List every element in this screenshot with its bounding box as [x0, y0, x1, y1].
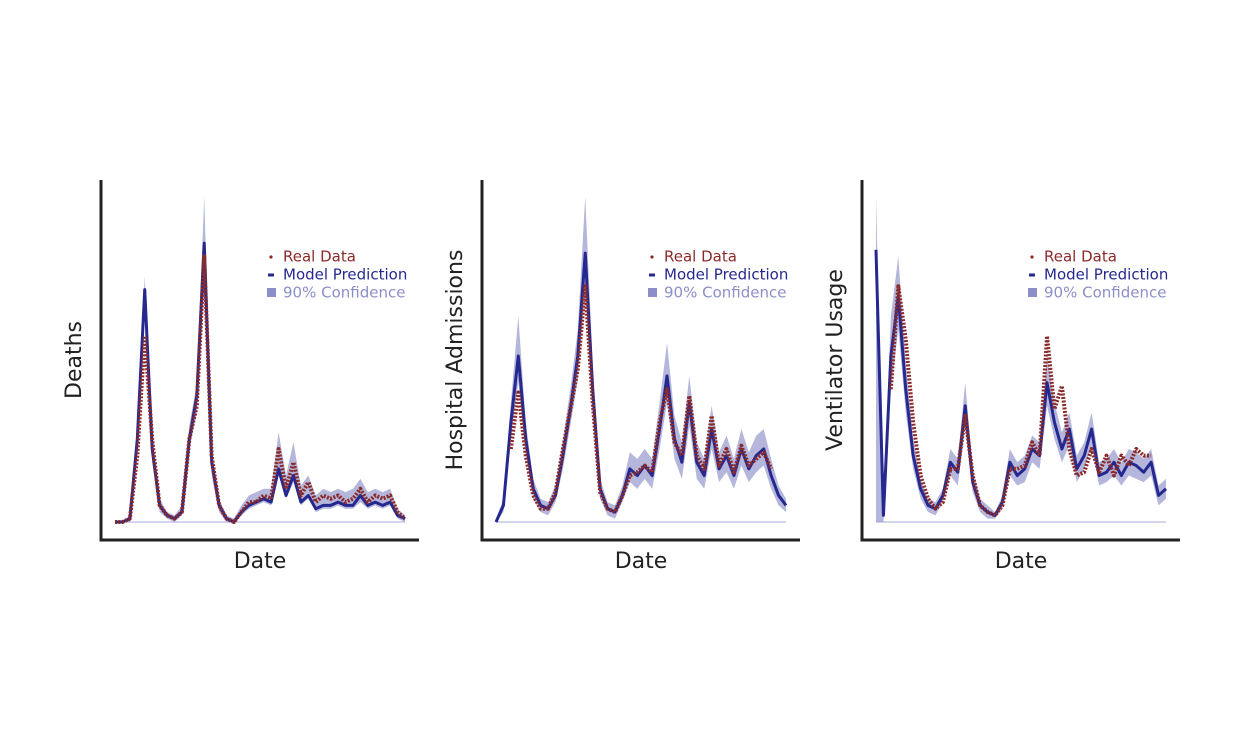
real-data-line: [888, 284, 1152, 518]
legend-label: 90% Confidence: [283, 284, 405, 302]
y-axis-label: Deaths: [62, 321, 87, 399]
legend-label: Model Prediction: [283, 266, 407, 284]
legend-swatch: [648, 288, 657, 297]
y-axis-label: Hospital Admissions: [443, 250, 468, 471]
legend-swatch: [1028, 288, 1037, 297]
confidence-band: [115, 196, 405, 522]
legend-swatch: [268, 273, 274, 277]
real-data-line: [508, 284, 773, 515]
legend-label: 90% Confidence: [1044, 284, 1166, 302]
legend-swatch: [1030, 255, 1034, 259]
legend-label: Real Data: [283, 248, 356, 266]
legend-label: Real Data: [664, 248, 737, 266]
legend-label: Real Data: [1044, 248, 1117, 266]
legend-swatch: [269, 255, 273, 259]
legend-swatch: [649, 273, 655, 277]
x-axis-label: Date: [615, 549, 668, 574]
legend-swatch: [650, 255, 654, 259]
legend-swatch: [1029, 273, 1035, 277]
legend-label: Model Prediction: [1044, 266, 1168, 284]
confidence-band: [496, 196, 786, 522]
legend-label: 90% Confidence: [664, 284, 786, 302]
axes: [99, 180, 419, 542]
axes: [860, 180, 1180, 542]
real-data-line: [115, 254, 407, 524]
legend-swatch: [267, 288, 276, 297]
x-axis-label: Date: [234, 549, 287, 574]
axes: [480, 180, 800, 542]
legend-label: Model Prediction: [664, 266, 788, 284]
x-axis-label: Date: [995, 549, 1048, 574]
y-axis-label: Ventilator Usage: [823, 269, 848, 451]
